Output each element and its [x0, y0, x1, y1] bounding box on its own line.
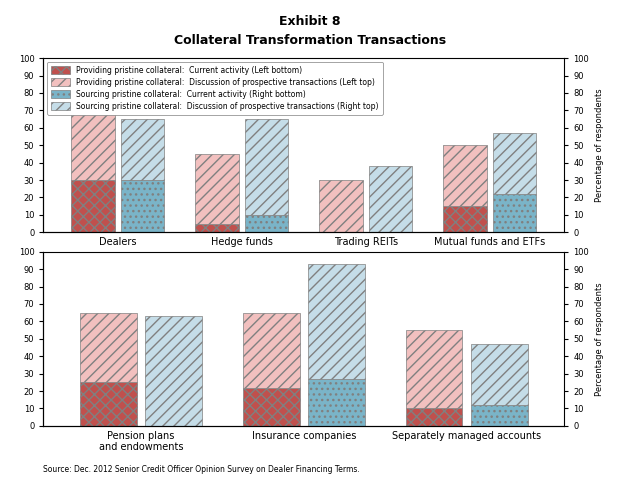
Text: Source: Dec. 2012 Senior Credit Officer Opinion Survey on Dealer Financing Terms: Source: Dec. 2012 Senior Credit Officer …: [43, 465, 360, 474]
Bar: [195, 224, 239, 232]
Bar: [121, 119, 164, 180]
Bar: [80, 313, 137, 382]
Bar: [195, 154, 239, 224]
Bar: [443, 145, 487, 206]
Bar: [405, 330, 463, 408]
Y-axis label: Percentage of respondents: Percentage of respondents: [595, 89, 603, 202]
Bar: [369, 166, 412, 232]
Bar: [245, 119, 288, 215]
Y-axis label: Percentage of respondents: Percentage of respondents: [595, 282, 603, 395]
Bar: [405, 408, 463, 426]
Bar: [471, 344, 528, 405]
Text: Collateral Transformation Transactions: Collateral Transformation Transactions: [174, 34, 446, 47]
Bar: [71, 110, 115, 180]
Bar: [121, 180, 164, 232]
Bar: [493, 133, 536, 194]
Legend: Providing pristine collateral:  Current activity (Left bottom), Providing pristi: Providing pristine collateral: Current a…: [47, 62, 383, 115]
Bar: [145, 316, 202, 426]
Bar: [245, 215, 288, 232]
Bar: [493, 194, 536, 232]
Bar: [443, 206, 487, 232]
Bar: [471, 405, 528, 426]
Bar: [243, 388, 299, 426]
Text: Exhibit 8: Exhibit 8: [279, 15, 341, 28]
Bar: [308, 379, 365, 426]
Bar: [308, 264, 365, 379]
Bar: [243, 313, 299, 388]
Bar: [80, 382, 137, 426]
Bar: [319, 180, 363, 232]
Bar: [71, 180, 115, 232]
